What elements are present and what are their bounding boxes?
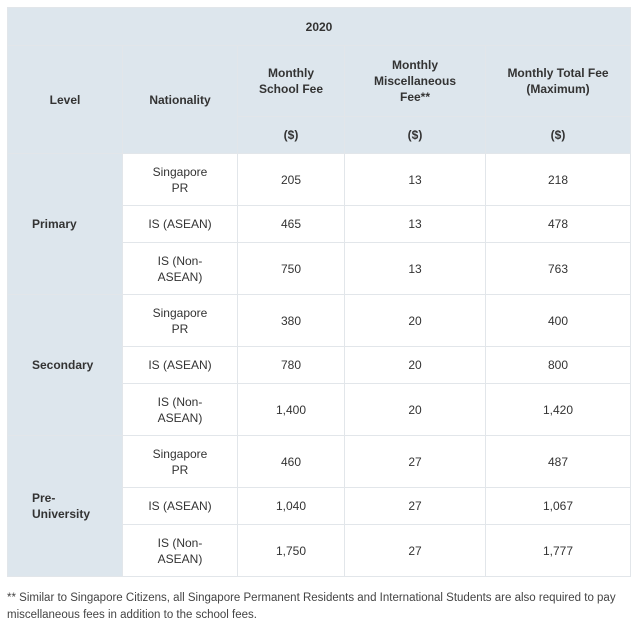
- nationality-cell: IS (Non-ASEAN): [122, 383, 238, 436]
- nationality-cell: IS (ASEAN): [122, 487, 238, 525]
- misc-fee-cell: 27: [344, 524, 486, 577]
- total-fee-header: Monthly Total Fee (Maximum): [485, 45, 631, 117]
- misc-fee-cell: 13: [344, 153, 486, 206]
- table-row: IS (Non-ASEAN) 1,750 27 1,777: [8, 524, 631, 577]
- total-fee-cell: 487: [485, 435, 631, 488]
- nationality-cell: IS (ASEAN): [122, 205, 238, 243]
- table-row: IS (ASEAN) 465 13 478: [8, 205, 631, 243]
- nationality-text: Singapore PR: [152, 164, 208, 195]
- nationality-cell: Singapore PR: [122, 153, 238, 206]
- total-fee-cell: 478: [485, 205, 631, 243]
- misc-fee-cell: 27: [344, 435, 486, 488]
- misc-fee-cell: 20: [344, 383, 486, 436]
- level-cell: Primary: [7, 153, 123, 295]
- total-fee-cell: 1,067: [485, 487, 631, 525]
- total-fee-cell: 1,777: [485, 524, 631, 577]
- school-fee-cell: 1,750: [237, 524, 345, 577]
- misc-fee-cell: 20: [344, 346, 486, 384]
- table-row: IS (Non-ASEAN) 750 13 763: [8, 242, 631, 295]
- total-fee-cell: 218: [485, 153, 631, 206]
- level-text: Pre-University: [32, 491, 91, 521]
- level-cell: Pre-University: [7, 435, 123, 577]
- fee-table: 2020 Level Nationality Monthly School Fe…: [7, 7, 631, 577]
- table-row: Primary Singapore PR 205 13 218: [7, 153, 631, 295]
- nationality-cell: Singapore PR: [122, 294, 238, 347]
- table-row: Secondary Singapore PR 380 20 400: [7, 294, 631, 436]
- nationality-cell: Singapore PR: [122, 435, 238, 488]
- total-fee-cell: 763: [485, 242, 631, 295]
- nationality-text: IS (Non-ASEAN): [157, 394, 203, 425]
- school-fee-cell: 780: [237, 346, 345, 384]
- year-header: 2020: [7, 7, 631, 46]
- table-row: IS (ASEAN) 1,040 27 1,067: [8, 487, 631, 525]
- school-fee-header: Monthly School Fee: [237, 45, 345, 117]
- nationality-text: IS (Non-ASEAN): [157, 253, 203, 284]
- nationality-text: IS (Non-ASEAN): [157, 535, 203, 566]
- table-row: Pre-University Singapore PR 460 27 487: [7, 435, 631, 577]
- school-fee-unit: ($): [237, 116, 345, 154]
- misc-fee-header: Monthly Miscellaneous Fee**: [344, 45, 486, 117]
- school-fee-cell: 460: [237, 435, 345, 488]
- total-fee-cell: 400: [485, 294, 631, 347]
- nationality-text: Singapore PR: [152, 446, 208, 477]
- level-cell: Secondary: [7, 294, 123, 436]
- school-fee-cell: 205: [237, 153, 345, 206]
- school-fee-header-text: Monthly School Fee: [258, 66, 323, 96]
- misc-fee-cell: 13: [344, 242, 486, 295]
- table-row: IS (Non-ASEAN) 1,400 20 1,420: [8, 383, 631, 436]
- nationality-header: Nationality: [122, 45, 238, 154]
- nationality-cell: IS (Non-ASEAN): [122, 242, 238, 295]
- school-fee-cell: 1,400: [237, 383, 345, 436]
- misc-fee-unit: ($): [344, 116, 486, 154]
- total-fee-cell: 1,420: [485, 383, 631, 436]
- level-header: Level: [7, 45, 123, 154]
- school-fee-cell: 465: [237, 205, 345, 243]
- misc-fee-cell: 13: [344, 205, 486, 243]
- school-fee-cell: 750: [237, 242, 345, 295]
- nationality-cell: IS (Non-ASEAN): [122, 524, 238, 577]
- misc-fee-cell: 27: [344, 487, 486, 525]
- misc-fee-header-text: Monthly Miscellaneous Fee**: [373, 58, 457, 104]
- nationality-cell: IS (ASEAN): [122, 346, 238, 384]
- nationality-text: Singapore PR: [152, 305, 208, 336]
- total-fee-header-text: Monthly Total Fee (Maximum): [507, 66, 609, 96]
- misc-fee-cell: 20: [344, 294, 486, 347]
- footnote: ** Similar to Singapore Citizens, all Si…: [7, 592, 616, 621]
- table-row: IS (ASEAN) 780 20 800: [8, 346, 631, 384]
- total-fee-cell: 800: [485, 346, 631, 384]
- school-fee-cell: 380: [237, 294, 345, 347]
- school-fee-cell: 1,040: [237, 487, 345, 525]
- total-fee-unit: ($): [485, 116, 631, 154]
